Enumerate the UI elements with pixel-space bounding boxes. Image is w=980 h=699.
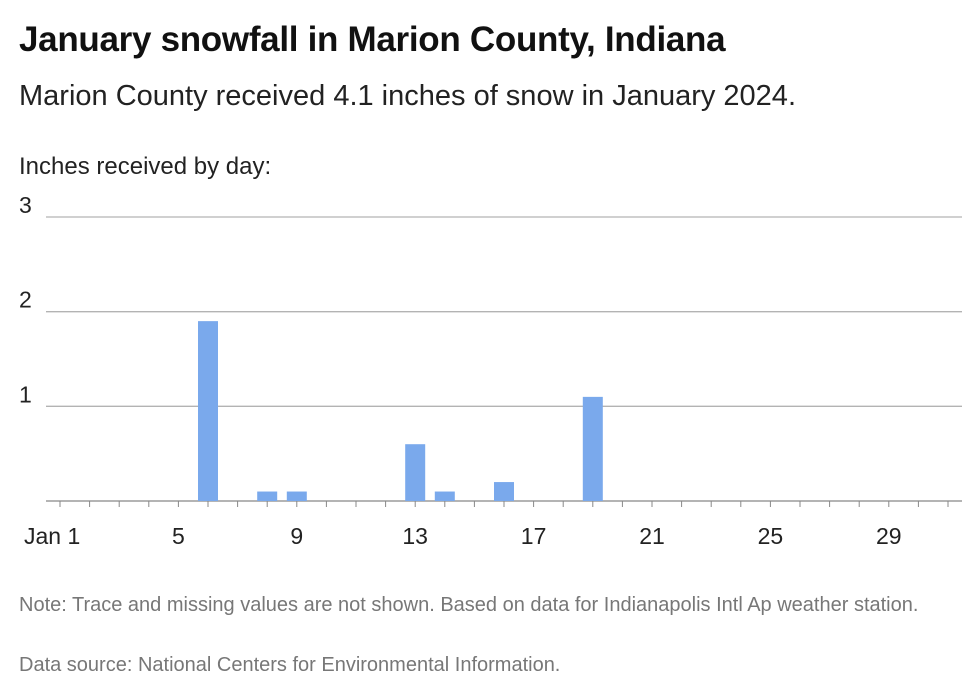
bar-day-16 (494, 482, 514, 501)
snowfall-bar-chart: 1 2 3 Jan 1 5 9 13 17 21 25 29 (19, 195, 962, 549)
x-tick-label: 25 (758, 523, 784, 549)
chart-subtitle: Marion County received 4.1 inches of sno… (19, 80, 796, 112)
y-tick-label: 1 (19, 381, 32, 407)
x-tick-label: 9 (290, 523, 303, 549)
bar-day-9 (286, 491, 307, 501)
y-tick-label: 3 (19, 195, 32, 218)
chart-title: January snowfall in Marion County, India… (19, 20, 726, 59)
data-source: Data source: National Centers for Enviro… (19, 654, 561, 676)
chart-note: Note: Trace and missing values are not s… (19, 594, 919, 616)
x-tick-label: 13 (402, 523, 428, 549)
y-tick-label: 2 (19, 287, 32, 313)
x-tick-label: 17 (521, 523, 547, 549)
bar-day-8 (257, 491, 278, 501)
bar-day-6 (198, 321, 218, 501)
bar-day-14 (434, 491, 455, 501)
bar-day-19 (582, 396, 603, 501)
bar-day-13 (405, 444, 426, 501)
x-tick-label: Jan 1 (24, 523, 80, 549)
x-tick-label: 5 (172, 523, 185, 549)
x-tick-label: 21 (639, 523, 665, 549)
y-axis-label: Inches received by day: (19, 153, 272, 180)
x-tick-label: 29 (876, 523, 902, 549)
